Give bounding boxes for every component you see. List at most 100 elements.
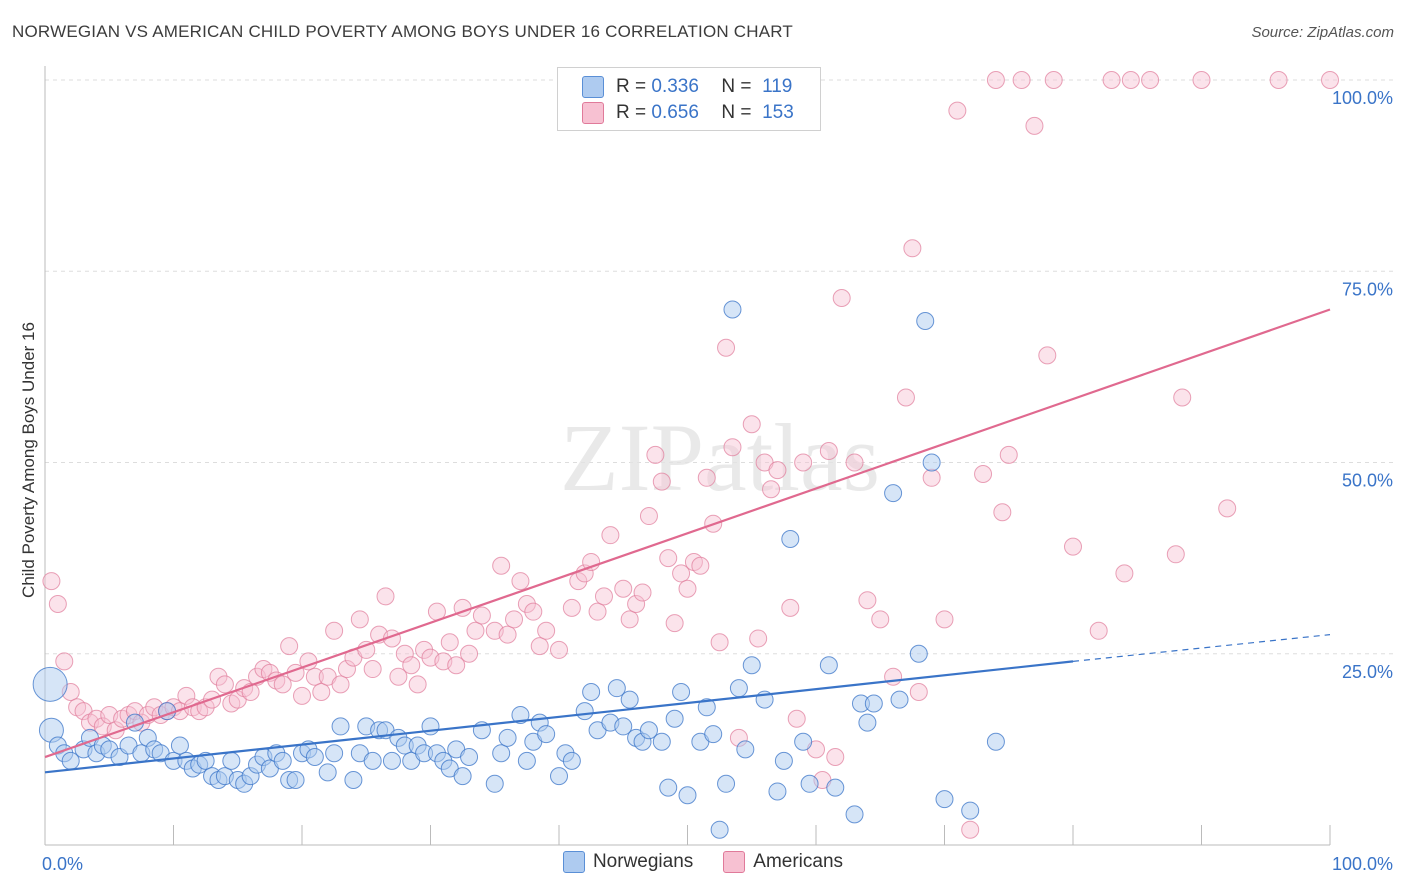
norwegians-point xyxy=(736,740,755,759)
r-label: R = xyxy=(616,76,647,97)
stats-row-americans: R = 0.656 N = 153 xyxy=(582,102,794,124)
norwegians-point xyxy=(710,820,729,839)
norwegians-point xyxy=(729,679,748,698)
americans-point xyxy=(337,660,356,679)
americans-swatch xyxy=(582,102,604,124)
norwegians-point xyxy=(325,744,344,763)
americans-point xyxy=(993,503,1012,522)
americans-point xyxy=(562,598,581,617)
legend-americans-label: Americans xyxy=(753,851,844,872)
americans-point xyxy=(1269,71,1288,89)
americans-point xyxy=(749,629,768,648)
norwegians-trendline-extension xyxy=(1072,634,1331,662)
americans-point xyxy=(627,595,646,614)
norwegians-point xyxy=(305,748,324,767)
norwegians-legend-swatch xyxy=(562,851,585,873)
norwegians-point xyxy=(819,656,838,675)
norwegians-point xyxy=(935,790,954,809)
americans-n-value: 153 xyxy=(762,102,794,123)
americans-point xyxy=(293,686,311,705)
norwegians-point xyxy=(485,774,504,793)
americans-point xyxy=(826,748,845,767)
trendlines xyxy=(44,308,1331,774)
americans-point xyxy=(794,453,813,472)
norwegians-point xyxy=(800,774,819,793)
norwegians-point xyxy=(742,656,761,675)
norwegians-point xyxy=(517,751,536,770)
norwegians-point xyxy=(845,805,864,824)
americans-point xyxy=(1012,71,1031,89)
norwegians-point xyxy=(453,767,472,786)
norwegians-point xyxy=(781,530,800,548)
americans-point xyxy=(177,686,196,705)
americans-point xyxy=(639,507,658,526)
source-label: Source: ZipAtlas.com xyxy=(1251,24,1394,41)
americans-point xyxy=(614,579,633,598)
americans-r-value: 0.656 xyxy=(651,102,699,123)
norwegians-point xyxy=(986,732,1005,751)
americans-point xyxy=(787,709,806,728)
americans-point xyxy=(505,610,524,629)
norwegians-point xyxy=(774,751,793,770)
norwegians-point xyxy=(652,732,671,751)
americans-point xyxy=(1192,71,1211,89)
americans-point xyxy=(466,621,485,640)
americans-point xyxy=(415,640,434,659)
americans-point xyxy=(1121,71,1140,89)
n-label: N = xyxy=(721,102,752,123)
norwegians-point xyxy=(498,728,517,747)
americans-point xyxy=(710,633,729,652)
bottom-legend: Norwegians Americans xyxy=(0,851,1406,873)
americans-point xyxy=(498,625,517,644)
norwegians-point xyxy=(273,751,292,770)
americans-point xyxy=(1115,564,1134,583)
americans-point xyxy=(524,602,543,621)
x-tick-label: 0.0% xyxy=(42,854,83,874)
r-label: R = xyxy=(616,102,647,123)
americans-point xyxy=(1321,71,1339,89)
americans-point xyxy=(1038,346,1057,365)
americans-point xyxy=(1218,499,1237,518)
norwegians-point xyxy=(961,801,980,820)
norwegians-point xyxy=(363,751,382,770)
americans-point xyxy=(646,445,665,464)
norwegians-point xyxy=(665,709,684,728)
americans-point xyxy=(42,572,61,591)
americans-point xyxy=(408,675,427,694)
americans-point xyxy=(672,564,691,583)
legend-item-norwegians[interactable]: Norwegians xyxy=(562,851,693,873)
americans-point xyxy=(402,656,421,675)
norwegians-point xyxy=(659,778,678,797)
americans-point xyxy=(376,587,395,606)
americans-point xyxy=(659,549,678,568)
legend-item-americans[interactable]: Americans xyxy=(723,851,843,873)
y-tick-label: 25.0% xyxy=(1342,662,1393,682)
americans-point xyxy=(948,101,967,120)
norwegians-swatch xyxy=(582,76,604,98)
americans-point xyxy=(678,579,697,598)
americans-point xyxy=(209,667,228,686)
americans-point xyxy=(974,464,993,483)
norwegians-point xyxy=(575,702,594,721)
tick-labels: 25.0% 50.0% 75.0% 100.0% 0.0% 100.0% xyxy=(42,88,1393,874)
norwegians-point xyxy=(890,690,909,709)
americans-point xyxy=(742,415,761,434)
norwegians-n-value: 119 xyxy=(762,76,793,97)
watermark: ZIPatlas xyxy=(560,404,880,511)
norwegians-point xyxy=(614,717,633,736)
norwegians-point xyxy=(196,751,215,770)
americans-point xyxy=(620,610,639,629)
y-tick-label: 50.0% xyxy=(1342,471,1393,491)
americans-point xyxy=(1173,388,1192,407)
norwegians-point xyxy=(331,717,350,736)
chart-title: NORWEGIAN VS AMERICAN CHILD POVERTY AMON… xyxy=(12,22,794,41)
norwegians-point xyxy=(678,786,697,805)
americans-point xyxy=(48,595,67,614)
americans-point xyxy=(845,453,864,472)
y-tick-label: 100.0% xyxy=(1332,88,1393,108)
norwegians-point xyxy=(32,666,68,702)
norwegians-point xyxy=(562,751,581,770)
americans-point xyxy=(832,289,851,308)
americans-point xyxy=(472,606,491,625)
norwegians-point xyxy=(909,644,928,663)
